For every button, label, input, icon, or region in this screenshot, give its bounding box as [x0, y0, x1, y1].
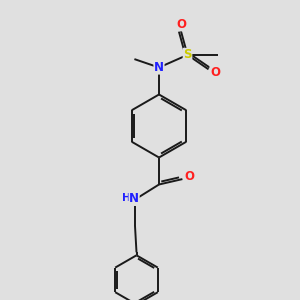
- Text: O: O: [184, 170, 194, 183]
- Text: O: O: [210, 66, 220, 79]
- Text: N: N: [129, 192, 139, 206]
- Text: O: O: [176, 18, 186, 31]
- Text: N: N: [154, 61, 164, 74]
- Text: S: S: [183, 48, 192, 62]
- Text: H: H: [122, 193, 131, 203]
